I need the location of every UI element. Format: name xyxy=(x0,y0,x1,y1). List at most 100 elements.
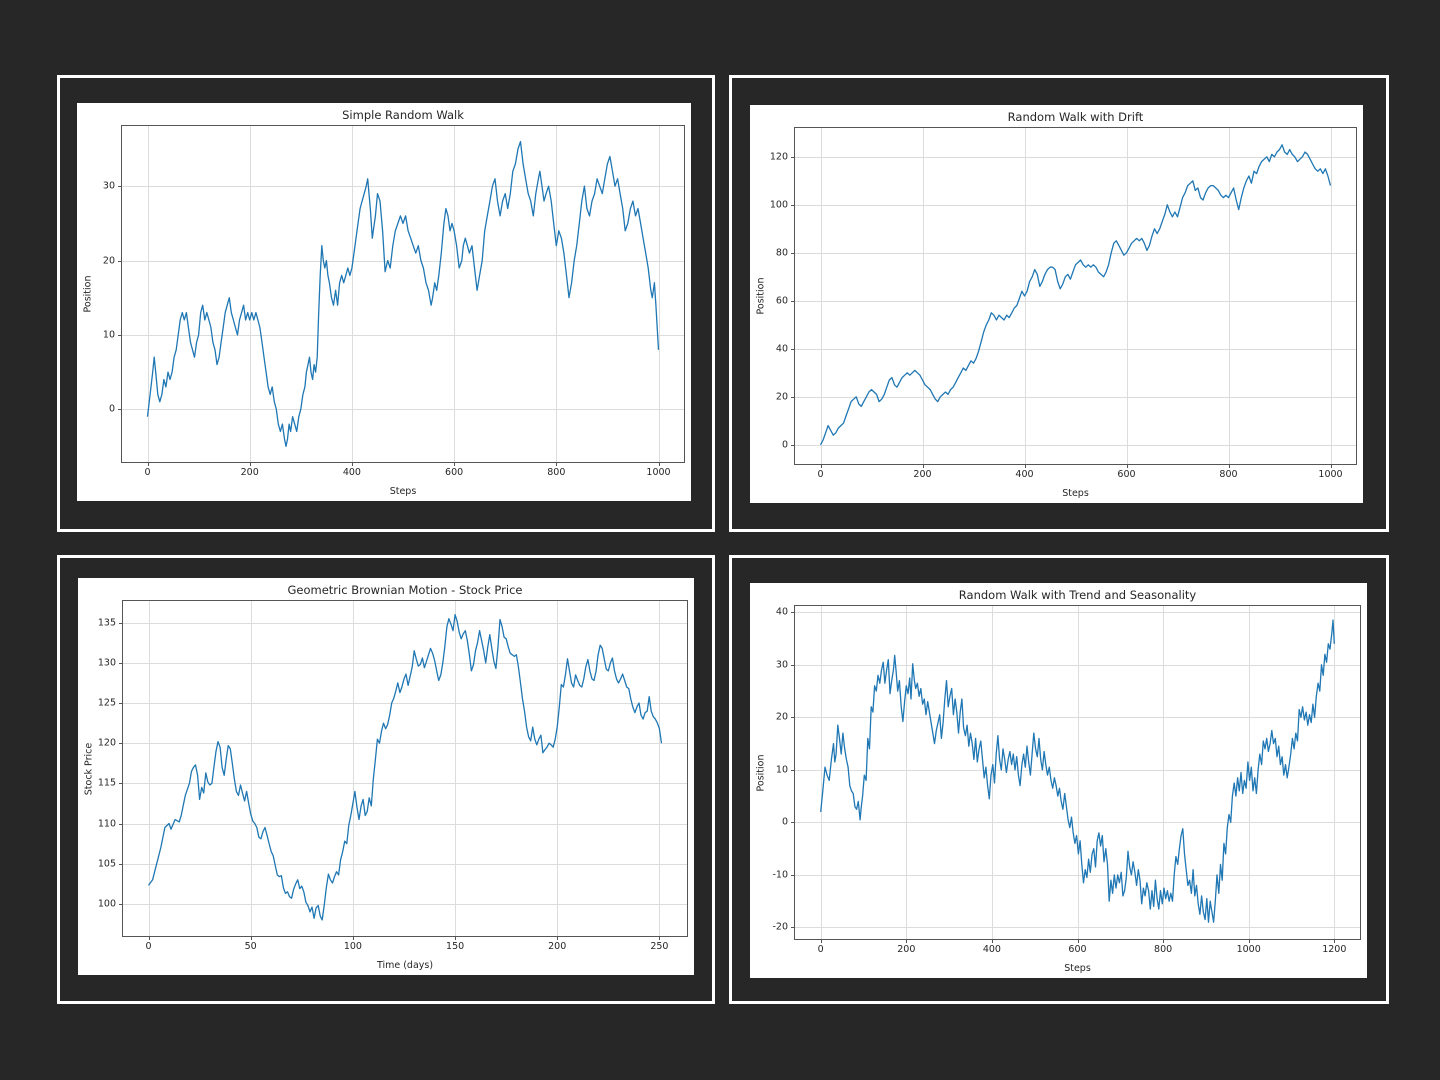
x-tick-mark xyxy=(820,939,822,943)
gridline-y xyxy=(123,622,687,624)
y-tick-mark xyxy=(791,444,795,446)
x-tick-mark xyxy=(991,939,993,943)
y-tick-label: 30 xyxy=(102,180,115,192)
gridline-y xyxy=(123,662,687,664)
y-tick-label: 125 xyxy=(97,697,116,709)
gridline-x xyxy=(352,601,354,936)
chart-title: Geometric Brownian Motion - Stock Price xyxy=(287,583,523,597)
x-axis-label: Time (days) xyxy=(376,960,434,971)
x-tick-label: 600 xyxy=(445,467,464,478)
x-tick-label: 1000 xyxy=(646,467,671,478)
gridline-y xyxy=(123,743,687,745)
y-tick-label: 135 xyxy=(97,617,116,629)
gridline-x xyxy=(249,126,251,462)
gridline-x xyxy=(922,128,924,464)
gridline-y xyxy=(123,863,687,865)
y-tick-label: 120 xyxy=(769,151,788,163)
x-tick-label: 200 xyxy=(240,467,259,478)
gridline-y xyxy=(795,444,1356,446)
x-tick-mark xyxy=(455,936,457,940)
x-tick-label: 100 xyxy=(343,941,362,952)
y-axis-label: Stock Price xyxy=(83,742,95,795)
gridline-y xyxy=(123,823,687,825)
x-tick-mark xyxy=(148,936,150,940)
x-tick-label: 1000 xyxy=(1236,944,1261,955)
gridline-x xyxy=(1330,128,1332,464)
gridline-y xyxy=(122,409,684,411)
figure-simple-random-walk: Simple Random Walk Position Steps 0 10 20 3… xyxy=(77,103,691,501)
figure-geometric-brownian-motion: Geometric Brownian Motion - Stock Price … xyxy=(78,578,694,975)
gridline-y xyxy=(122,260,684,262)
y-tick-mark xyxy=(119,823,123,825)
x-tick-label: 0 xyxy=(144,467,151,478)
y-tick-mark xyxy=(119,863,123,865)
gridline-y xyxy=(795,300,1356,302)
y-tick-mark xyxy=(791,252,795,254)
x-tick-mark xyxy=(351,462,353,466)
gridline-y xyxy=(123,783,687,785)
y-tick-mark xyxy=(791,348,795,350)
y-tick-mark xyxy=(791,396,795,398)
gridline-y xyxy=(123,903,687,905)
x-tick-mark xyxy=(1126,464,1128,468)
x-tick-mark xyxy=(250,936,252,940)
x-tick-mark xyxy=(659,936,661,940)
gridline-x xyxy=(147,126,149,462)
gridline-y xyxy=(122,334,684,336)
y-tick-label: 0 xyxy=(781,816,788,828)
x-tick-label: 1200 xyxy=(1322,944,1347,955)
x-axis-label: Steps xyxy=(1062,488,1089,499)
x-tick-label: 200 xyxy=(913,469,932,480)
plot-area-random-walk-with-drift: 0 20 40 60 80 100 120 0 200 400 600 800 1000 xyxy=(770,127,1357,480)
gridline-y xyxy=(795,252,1356,254)
x-tick-label: 600 xyxy=(1068,944,1087,955)
x-tick-label: 200 xyxy=(897,944,916,955)
gridline-y xyxy=(795,204,1356,206)
x-tick-label: 800 xyxy=(547,467,566,478)
y-axis-label: Position xyxy=(755,277,767,315)
y-tick-mark xyxy=(118,409,122,411)
gridline-x xyxy=(906,606,908,939)
x-tick-mark xyxy=(454,462,456,466)
plot-area-trend-and-seasonality: -20 -10 0 10 20 30 40 0 200 400 600 800 1000 1200 xyxy=(772,605,1361,955)
x-tick-mark xyxy=(1077,939,1079,943)
y-tick-mark xyxy=(119,783,123,785)
x-tick-label: 0 xyxy=(817,944,824,955)
x-tick-label: 200 xyxy=(548,941,567,952)
y-tick-mark xyxy=(118,186,122,188)
x-tick-mark xyxy=(1330,464,1332,468)
y-tick-mark xyxy=(791,204,795,206)
random-walk-line-series xyxy=(146,140,660,448)
y-tick-label: -20 xyxy=(772,921,788,933)
y-tick-label: 30 xyxy=(775,659,788,671)
x-tick-mark xyxy=(1163,939,1165,943)
y-tick-mark xyxy=(118,260,122,262)
x-tick-label: 800 xyxy=(1219,469,1238,480)
plot-area-geometric-brownian-motion: 100 105 110 115 120 125 130 135 0 50 100 150 200 250 xyxy=(98,600,688,952)
y-tick-label: 115 xyxy=(97,777,116,789)
y-tick-mark xyxy=(791,664,795,666)
y-tick-label: 130 xyxy=(97,657,116,669)
y-tick-mark xyxy=(791,769,795,771)
y-tick-label: 110 xyxy=(97,818,116,829)
y-tick-mark xyxy=(119,703,123,704)
x-tick-label: 400 xyxy=(982,944,1001,955)
gridline-x xyxy=(1334,606,1336,939)
gridline-y xyxy=(795,156,1356,158)
chart-title: Random Walk with Drift xyxy=(1007,110,1144,124)
chart-title: Simple Random Walk xyxy=(342,108,464,122)
y-tick-mark xyxy=(791,612,795,614)
x-tick-mark xyxy=(556,462,558,466)
x-axis-label: Steps xyxy=(389,486,417,497)
y-tick-label: 10 xyxy=(775,764,788,776)
x-tick-mark xyxy=(1334,939,1336,943)
gridline-x xyxy=(820,128,822,464)
y-tick-label: 40 xyxy=(775,343,788,355)
x-tick-mark xyxy=(557,936,559,940)
x-tick-mark xyxy=(820,464,822,468)
gridline-x xyxy=(557,601,559,936)
y-tick-label: 20 xyxy=(102,255,115,266)
x-tick-label: 1000 xyxy=(1318,469,1343,480)
x-tick-label: 50 xyxy=(244,941,257,952)
